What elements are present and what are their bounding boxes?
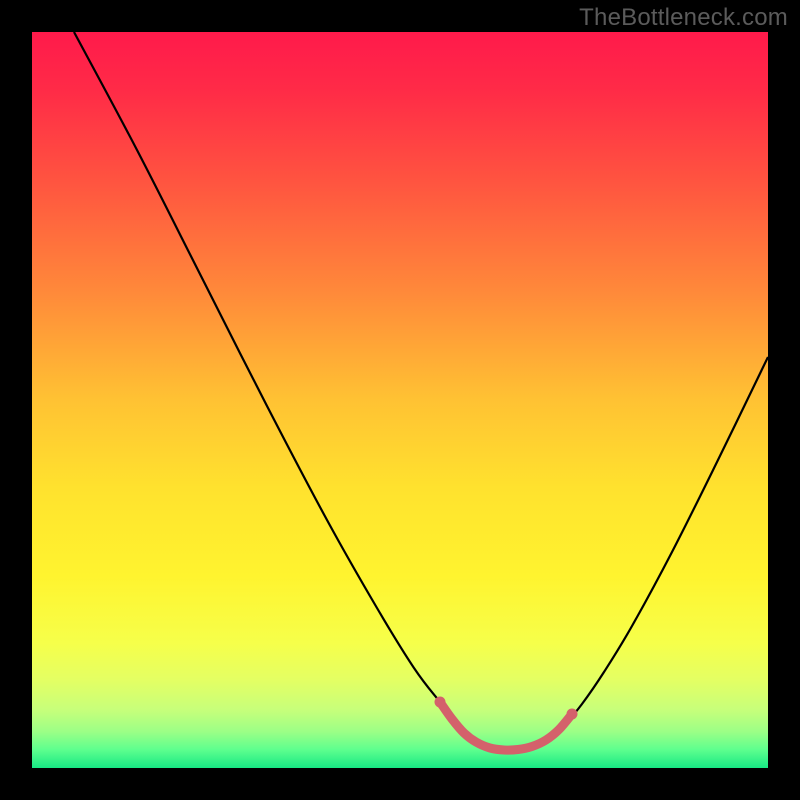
curve-layer (32, 32, 768, 768)
highlight-endpoint (567, 709, 578, 720)
plot-area (32, 32, 768, 768)
watermark-text: TheBottleneck.com (579, 4, 788, 32)
chart-container: TheBottleneck.com (0, 0, 800, 800)
highlight-endpoint (435, 697, 446, 708)
bottleneck-curve (74, 32, 768, 750)
optimal-range-highlight (440, 702, 572, 750)
